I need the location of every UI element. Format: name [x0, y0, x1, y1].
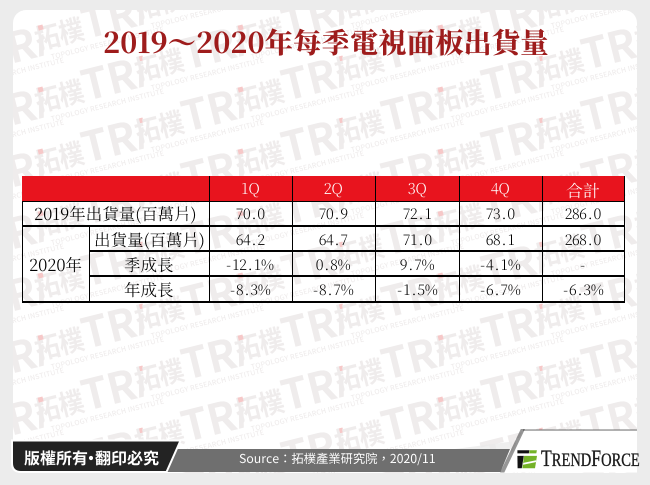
svg-text:TRENDFORCE: TRENDFORCE	[541, 447, 640, 472]
